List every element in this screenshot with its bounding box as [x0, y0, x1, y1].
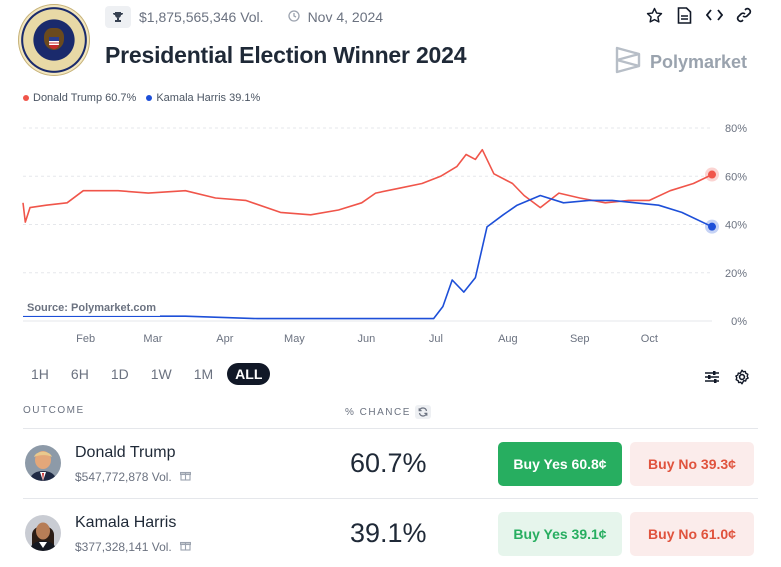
- market-end-date: Nov 4, 2024: [307, 9, 384, 25]
- series-line-trump: [22, 148, 713, 223]
- range-1w[interactable]: 1W: [150, 366, 172, 382]
- range-1m[interactable]: 1M: [193, 366, 214, 382]
- range-1d[interactable]: 1D: [110, 366, 129, 382]
- settings-gear-icon[interactable]: [733, 368, 751, 386]
- table-divider: [23, 428, 758, 429]
- header-actions: [645, 6, 753, 24]
- page-title: Presidential Election Winner 2024: [105, 42, 467, 68]
- trophy-icon: [105, 6, 131, 28]
- y-tick-label: 80%: [725, 123, 747, 135]
- trump-avatar: [25, 445, 61, 481]
- x-tick-label: Sep: [570, 333, 590, 345]
- link-icon[interactable]: [735, 6, 753, 24]
- brand-name: Polymarket: [650, 52, 748, 72]
- outcome-volume-value: $377,328,141 Vol.: [75, 540, 172, 554]
- shield-emblem: [49, 37, 59, 49]
- outcome-column-header: OUTCOME: [23, 405, 85, 416]
- clock-icon: [287, 9, 300, 25]
- refresh-icon[interactable]: [414, 405, 431, 419]
- y-tick-label: 0%: [731, 316, 747, 328]
- polymarket-brand: Polymarket: [614, 45, 747, 80]
- chart-tools: [703, 368, 751, 386]
- outcome-volume: $547,772,878 Vol.: [75, 470, 191, 484]
- gift-icon[interactable]: [179, 540, 191, 554]
- legend-label-harris: Kamala Harris 39.1%: [156, 92, 261, 104]
- buy-no-button[interactable]: Buy No 39.3¢: [630, 442, 754, 486]
- outcome-volume-value: $547,772,878 Vol.: [75, 470, 172, 484]
- series-line-harris: [23, 194, 713, 320]
- x-tick-label: Aug: [498, 333, 518, 345]
- series-end-point: [708, 222, 716, 231]
- y-tick-label: 20%: [725, 268, 747, 280]
- outcome-name: Kamala Harris: [75, 514, 177, 531]
- range-1h[interactable]: 1H: [31, 366, 49, 382]
- market-meta: $1,875,565,346 Vol. Nov 4, 2024: [105, 6, 383, 28]
- x-tick-label: Oct: [641, 333, 658, 345]
- x-tick-label: Jul: [429, 333, 443, 345]
- time-range-selector: 1H 6H 1D 1W 1M ALL: [23, 363, 271, 385]
- sliders-icon[interactable]: [703, 368, 721, 386]
- table-divider: [23, 498, 758, 499]
- legend-dot-harris: [146, 95, 153, 101]
- chance-column-label: % CHANCE: [345, 406, 411, 418]
- presidential-seal-logo: [18, 4, 90, 76]
- chart-legend: Donald Trump 60.7% Kamala Harris 39.1%: [23, 92, 260, 104]
- outcome-volume: $377,328,141 Vol.: [75, 540, 191, 554]
- outcome-row-harris: Kamala Harris $377,328,141 Vol. 39.1% Bu…: [23, 500, 758, 567]
- buy-yes-button[interactable]: Buy Yes 60.8¢: [498, 442, 622, 486]
- document-icon[interactable]: [675, 6, 693, 24]
- x-tick-label: May: [284, 333, 305, 345]
- polymarket-logo-icon: [614, 45, 642, 80]
- y-tick-label: 60%: [725, 171, 747, 183]
- x-tick-label: Apr: [216, 333, 233, 345]
- y-tick-label: 40%: [725, 220, 747, 232]
- range-all[interactable]: ALL: [227, 363, 271, 385]
- outcome-chance: 39.1%: [350, 518, 427, 548]
- buy-no-button[interactable]: Buy No 61.0¢: [630, 512, 754, 556]
- outcome-chance: 60.7%: [350, 448, 427, 478]
- legend-item-trump: Donald Trump 60.7%: [23, 92, 136, 104]
- outcome-name: Donald Trump: [75, 444, 176, 461]
- harris-avatar: [25, 515, 61, 551]
- outcome-row-trump: Donald Trump $547,772,878 Vol. 60.7% Buy…: [23, 430, 758, 500]
- market-volume: $1,875,565,346 Vol.: [139, 9, 264, 25]
- x-tick-label: Feb: [76, 333, 95, 345]
- gift-icon[interactable]: [179, 470, 191, 484]
- series-end-point: [708, 170, 716, 179]
- star-icon[interactable]: [645, 6, 663, 24]
- x-tick-label: Mar: [143, 333, 162, 345]
- chart-source: Source: Polymarket.com: [23, 300, 160, 316]
- range-6h[interactable]: 6H: [70, 366, 89, 382]
- buy-yes-button[interactable]: Buy Yes 39.1¢: [498, 512, 622, 556]
- price-history-chart[interactable]: 80% 60% 40% 20% 0% Feb Mar Apr May Jun Jul Aug Sep Oc…: [0, 110, 781, 350]
- embed-code-icon[interactable]: [705, 6, 723, 24]
- legend-label-trump: Donald Trump 60.7%: [33, 92, 137, 104]
- x-tick-label: Jun: [357, 333, 375, 345]
- legend-dot-trump: [23, 95, 29, 101]
- chance-column-header: % CHANCE: [345, 405, 431, 419]
- legend-item-harris: Kamala Harris 39.1%: [146, 92, 260, 104]
